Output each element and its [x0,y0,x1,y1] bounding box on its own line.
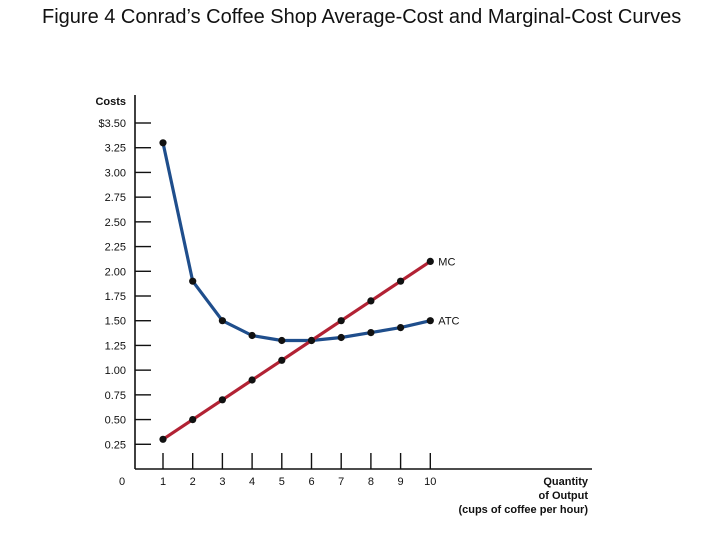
data-point-mc [426,257,434,265]
slide-title: Figure 4 Conrad’s Coffee Shop Average-Co… [42,6,682,28]
data-point-mc [189,416,197,424]
series-line-atc [161,141,432,343]
data-point-mc [337,317,345,325]
y-tick-label: 1.00 [105,365,126,377]
series-line-mc [161,259,432,441]
y-tick-label: 1.25 [105,340,126,352]
y-tick-label: 3.00 [105,167,126,179]
series-mc: MC [159,256,455,443]
x-tick-label: 3 [219,476,225,488]
y-tick-label: 1.50 [105,316,126,328]
data-point-mc [159,435,167,443]
axes-layer [134,95,592,470]
x-tick-label: 10 [424,476,436,488]
y-tick-label: 0.50 [105,415,126,427]
data-point-mc [248,376,256,384]
series-label-mc: MC [438,256,455,268]
y-tick-label: $3.50 [98,118,126,130]
x-tick-label: 1 [160,476,166,488]
y-tick-label: 2.50 [105,217,126,229]
y-tick-label: 1.75 [105,291,126,303]
x-tick-label: 8 [368,476,374,488]
y-tick-label: 2.75 [105,192,126,204]
x-axis-title: Quantity of Output (cups of coffee per hou… [458,476,588,516]
data-point-mc [397,277,405,285]
tick-layer: $3.50 3.25 3.00 2.75 2.50 2.25 2.00 1.75 1.50 1.2… [98,118,436,488]
data-point-atc [426,317,434,325]
y-tick-label: 2.00 [105,266,126,278]
data-point-mc [307,336,316,345]
data-point-mc [278,356,286,364]
data-point-atc [189,277,197,285]
series-label-atc: ATC [438,316,459,328]
series-layer: ATC MC [159,139,460,443]
data-point-atc [367,329,375,337]
origin-label: 0 [119,476,125,488]
data-point-atc [248,331,256,340]
x-tick-label: 9 [398,476,404,488]
x-tick-label: 4 [249,476,255,488]
x-tick-label: 6 [308,476,314,488]
x-axis-title-line: of Output [539,490,589,502]
data-point-mc [367,297,375,305]
x-tick-label: 5 [279,476,285,488]
data-point-atc [337,333,345,342]
data-point-atc [397,324,405,332]
y-tick-label: 2.25 [105,242,126,254]
y-tick-label: 3.25 [105,143,126,155]
data-point-mc [218,396,226,404]
x-tick-label: 2 [190,476,196,488]
y-tick-label: 0.75 [105,390,126,402]
y-axis-title: Costs [95,96,126,108]
series-atc: ATC [159,139,460,345]
x-tick-label: 7 [338,476,344,488]
data-point-atc [278,336,286,345]
data-point-atc [218,317,226,325]
y-tick-label: 0.25 [105,439,126,451]
x-axis-title-line: Quantity [543,476,588,488]
data-point-atc [159,139,167,147]
x-axis-title-line: (cups of coffee per hour) [458,504,588,516]
